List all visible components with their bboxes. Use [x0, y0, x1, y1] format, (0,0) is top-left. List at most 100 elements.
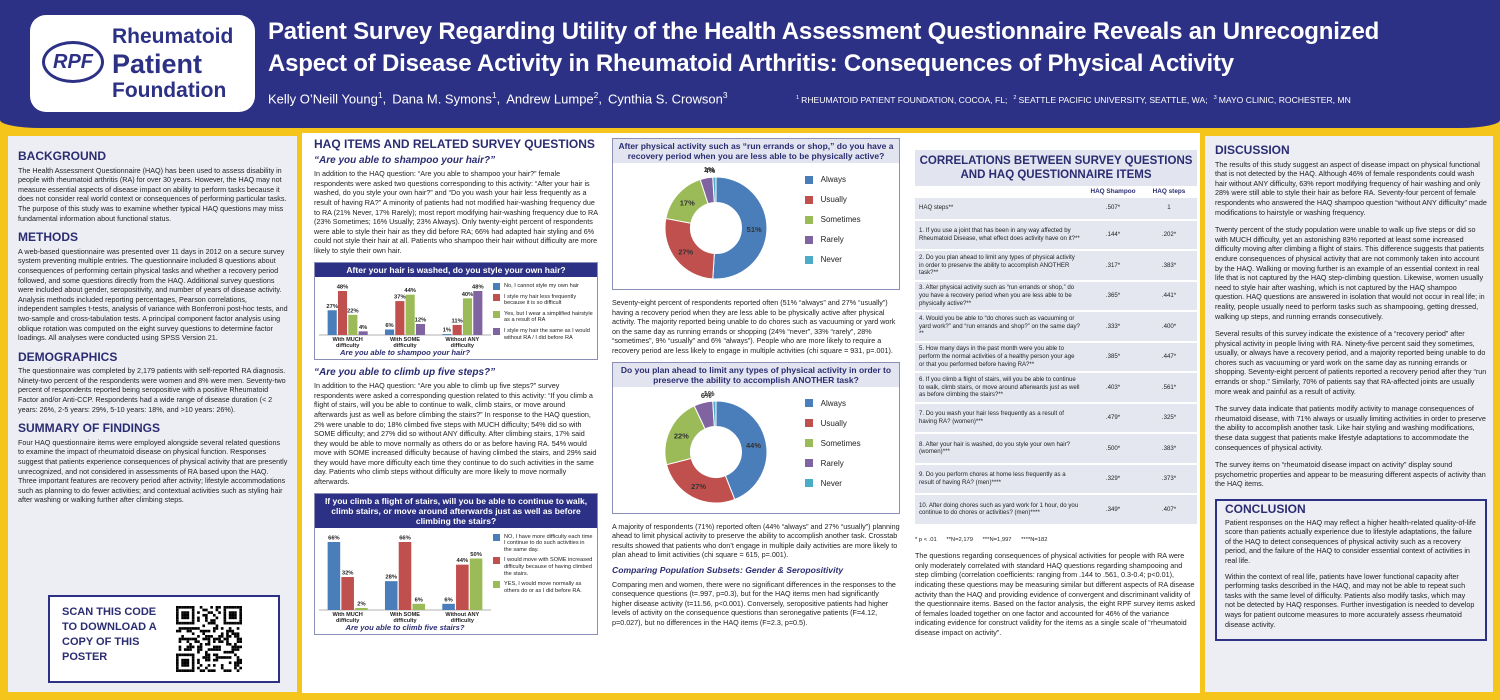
qr-module — [234, 635, 237, 638]
legend-swatch — [804, 255, 813, 264]
qr-module — [176, 611, 179, 614]
section-heading: METHODS — [18, 230, 78, 245]
qr-module — [236, 661, 240, 665]
affiliation-sup: 1 — [796, 95, 800, 102]
section-heading: CORRELATIONS BETWEEN SURVEY QUESTIONS AN… — [915, 150, 1197, 186]
correlation-value: .333* — [1085, 311, 1141, 343]
qr-module — [191, 611, 195, 614]
qr-module — [220, 632, 224, 636]
chart-title: After physical activity such as “run err… — [613, 139, 899, 163]
qr-module — [189, 637, 192, 641]
qr-module — [223, 613, 227, 617]
middle-column: After physical activity such as “run err… — [612, 132, 900, 634]
qr-module — [212, 658, 216, 662]
bar — [355, 607, 368, 610]
qr-module — [223, 606, 227, 609]
qr-module — [186, 629, 190, 633]
qr-module — [178, 606, 182, 609]
section-heading: CONCLUSION — [1225, 502, 1306, 516]
bar — [415, 323, 426, 335]
qr-module — [197, 616, 200, 620]
legend-swatch — [804, 479, 813, 488]
slice — [712, 176, 717, 204]
qr-module — [212, 621, 216, 625]
row-label: 4. Would you be able to “do chores such … — [915, 311, 1085, 343]
correlation-value: .500* — [1085, 433, 1141, 465]
qr-module — [197, 627, 200, 630]
legend-swatch — [493, 533, 500, 541]
qr-module — [189, 621, 192, 625]
bar — [348, 314, 358, 335]
bar-chart: If you climb a flight of stairs, will yo… — [314, 492, 598, 635]
legend-swatch — [804, 439, 813, 448]
bar — [452, 324, 462, 335]
legend-item: Always — [804, 399, 891, 408]
qr-module — [223, 656, 227, 659]
qr-module — [202, 632, 206, 636]
plot-area: 27%48%22%4% 6%37%44%12%1%11%40%48% — [319, 284, 491, 335]
qr-module — [228, 669, 232, 672]
logo: RPF Rheumatoid Patient Foundation — [30, 15, 255, 112]
author-sup: 2 — [593, 90, 599, 100]
paragraph: The questions regarding consequences of … — [915, 551, 1196, 637]
qr-module — [183, 613, 187, 617]
legend-label: Yes, but I wear a simplified hairstyle a… — [504, 310, 593, 324]
qr-module — [197, 645, 200, 649]
qr-module — [228, 621, 232, 625]
qr-module — [228, 661, 232, 665]
section-heading: BACKGROUND — [18, 149, 106, 163]
qr-module — [199, 606, 203, 609]
legend-swatch — [493, 557, 500, 565]
qr-module — [189, 629, 192, 633]
value-label: 6% — [415, 597, 423, 603]
qr-module — [212, 645, 216, 649]
value-label: 22% — [347, 308, 359, 314]
qr-module — [212, 619, 216, 622]
table-row: 2. Do you plan ahead to limit any types … — [915, 250, 1197, 282]
qr-box: SCAN THIS CODE TO DOWNLOAD A COPY OF THI… — [48, 595, 280, 683]
correlation-value: .325* — [1141, 402, 1197, 435]
bar — [384, 329, 395, 335]
legend-label: Sometimes — [820, 215, 861, 224]
qr-module — [199, 669, 203, 672]
value-label: 32% — [342, 570, 354, 576]
qr-module — [220, 640, 224, 643]
row-label: HAQ steps** — [915, 197, 1085, 221]
qr-module — [194, 627, 198, 630]
qr-module — [239, 613, 242, 617]
qr-module — [205, 642, 208, 646]
qr-module — [191, 664, 195, 667]
qr-module — [236, 645, 240, 649]
qr-module — [231, 611, 235, 614]
bar — [469, 558, 483, 610]
qr-module — [207, 669, 211, 672]
poster-title: Patient Survey Regarding Utility of the … — [268, 18, 1380, 45]
row-label: 6. If you climb a flight of stairs, will… — [915, 372, 1085, 404]
value-label: 28% — [385, 574, 397, 580]
table-header-row: HAQ Shampoo HAQ steps — [915, 186, 1197, 198]
qr-module — [226, 650, 229, 654]
qr-module — [181, 627, 184, 630]
bar — [462, 297, 473, 335]
correlation-value: .317* — [1085, 250, 1141, 282]
qr-module — [191, 669, 195, 672]
qr-module — [191, 627, 195, 630]
plot-area: 44% 27% 22% 6%1% — [664, 389, 768, 504]
qr-module — [186, 653, 190, 657]
qr-module — [236, 637, 240, 641]
qr-module — [205, 653, 208, 657]
qr-module — [236, 640, 240, 643]
question-heading: “Are you able to climb up five steps?” — [314, 366, 496, 378]
legend-item: Sometimes — [804, 439, 891, 448]
qr-module — [186, 627, 190, 630]
paragraph: Twenty percent of the study population w… — [1215, 225, 1485, 321]
qr-module — [212, 640, 216, 643]
legend-swatch — [804, 215, 813, 224]
qr-module — [197, 661, 200, 665]
legend: Always Usually Sometimes Rarely Never — [804, 175, 891, 275]
qr-module — [212, 653, 216, 657]
value-label: 50% — [470, 552, 482, 558]
qr-module — [191, 606, 195, 609]
author-name: Cynthia S. Crowson — [608, 91, 723, 107]
